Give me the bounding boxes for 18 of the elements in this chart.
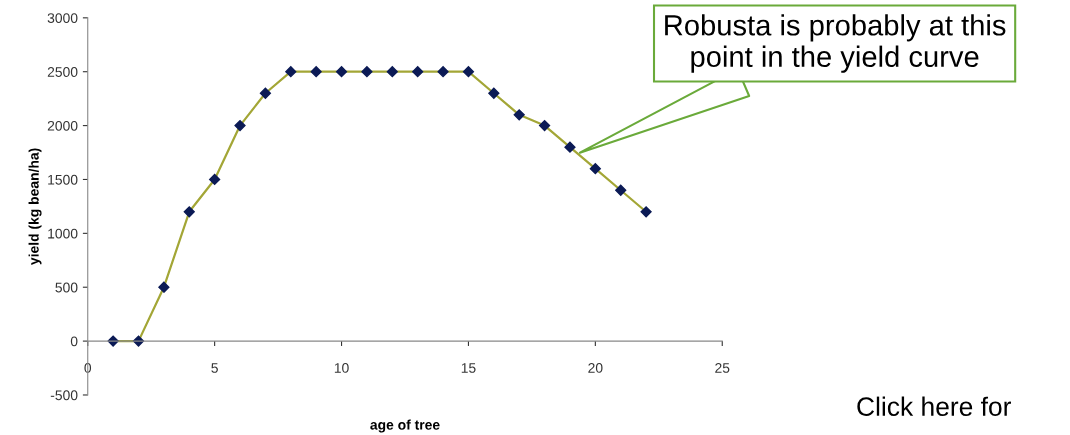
annotation: Robusta is probably at this point in the yield curve <box>665 14 1006 73</box>
y-tick-label: 1500 <box>48 174 78 185</box>
x-tick-label: 0 <box>84 363 92 373</box>
x-tick-label: 10 <box>334 363 349 373</box>
x-tick-label: 5 <box>211 363 218 373</box>
x-tick-label: 20 <box>588 363 603 373</box>
x-tick-label: 25 <box>715 363 730 373</box>
y-tick-label: 1000 <box>48 228 78 239</box>
y-tick-label: 3000 <box>47 13 78 23</box>
y-tick-label: -500 <box>50 390 78 401</box>
y-tick-label: 500 <box>55 282 78 293</box>
x-axis-title: age of tree <box>370 419 440 433</box>
y-tick-label: 0 <box>70 336 78 347</box>
y-axis-title: yield (kg bean/ha) <box>28 148 42 265</box>
y-tick-label: 2500 <box>47 67 78 77</box>
y-tick-label: 2000 <box>47 120 78 131</box>
x-tick-label: 15 <box>461 363 476 373</box>
text: Click here for <box>857 396 1012 416</box>
